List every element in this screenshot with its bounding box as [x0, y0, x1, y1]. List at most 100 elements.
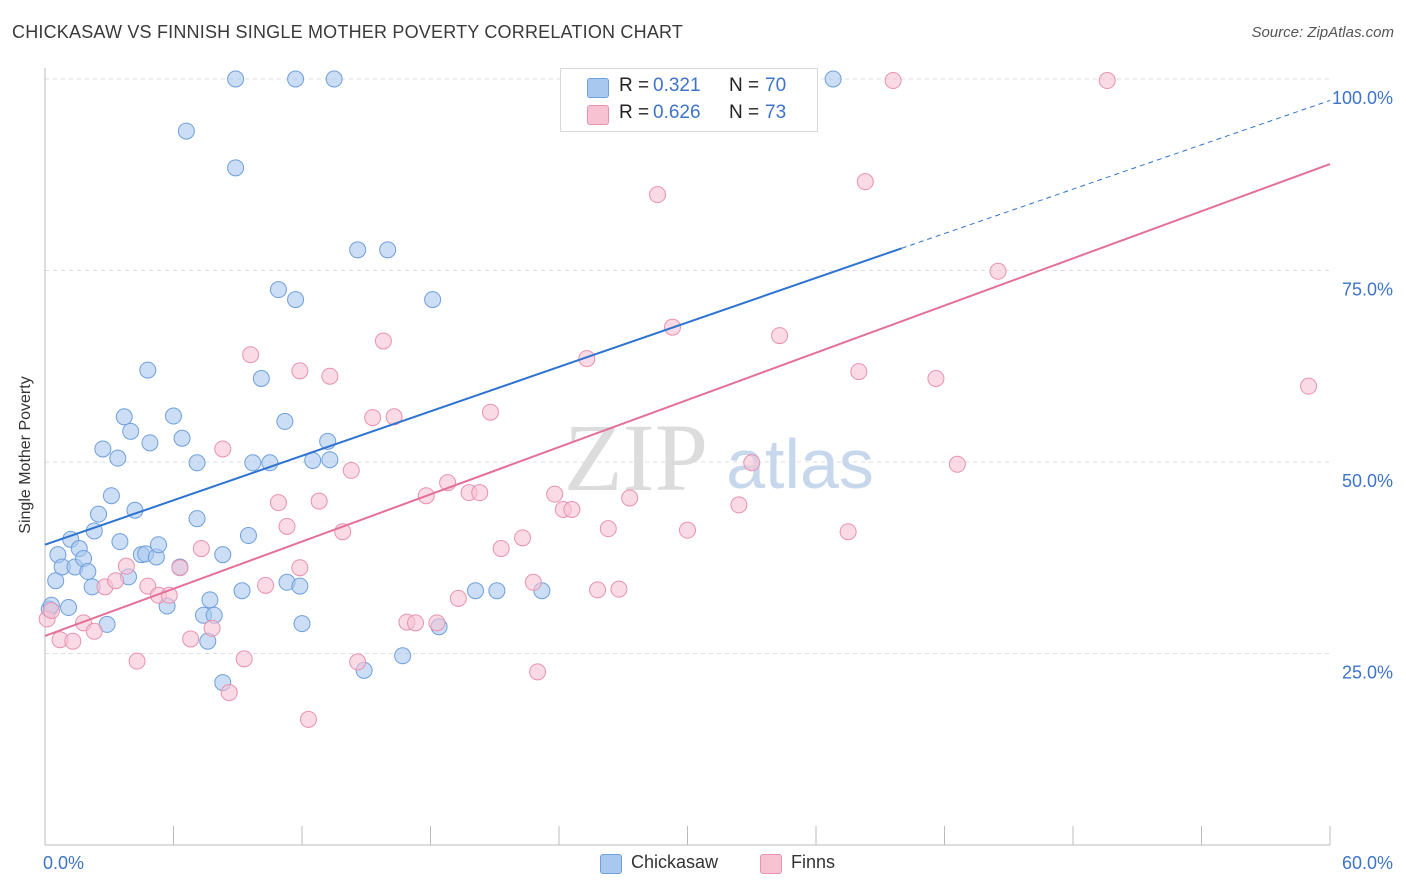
finns-point	[182, 630, 200, 648]
source-label: Source: ZipAtlas.com	[1251, 24, 1394, 41]
finns-point	[192, 540, 210, 558]
chickasaw-point	[165, 407, 182, 425]
finns-point	[1300, 377, 1318, 395]
finns-point	[321, 367, 339, 385]
x-tick-label: 60.0%	[1342, 853, 1393, 873]
finns-point	[85, 622, 103, 640]
chickasaw-point	[488, 582, 506, 600]
chickasaw-point	[325, 70, 343, 88]
chart-title: CHICKASAW VS FINNISH SINGLE MOTHER POVER…	[12, 22, 684, 42]
chickasaw-point	[141, 434, 159, 452]
r-value: 0.626	[653, 102, 701, 123]
chickasaw-point	[122, 422, 140, 440]
finns-point	[203, 619, 221, 637]
finns-point	[220, 684, 238, 702]
finns-point	[471, 484, 489, 502]
finns-point	[599, 520, 617, 538]
n-label: N =	[729, 102, 760, 123]
finns-point	[242, 346, 260, 364]
chickasaw-point	[214, 546, 232, 564]
chickasaw-point	[261, 454, 279, 472]
finns-point	[269, 494, 287, 512]
chickasaw-point	[239, 527, 257, 545]
finns-point	[884, 72, 902, 90]
chickasaw-point	[115, 408, 133, 426]
chickasaw-point	[188, 510, 206, 528]
chickasaw-point	[60, 599, 78, 617]
finns-point	[927, 370, 945, 388]
chickasaw-point	[109, 449, 127, 467]
y-tick-label: 50.0%	[1342, 471, 1393, 491]
finns-point	[514, 529, 532, 547]
chickasaw-point	[349, 241, 367, 259]
chickasaw-point	[252, 370, 270, 388]
finns-point	[214, 440, 232, 458]
chickasaw-swatch	[600, 854, 622, 874]
chickasaw-point	[79, 563, 97, 581]
chickasaw-point	[47, 572, 65, 590]
finns-point	[649, 186, 667, 204]
y-tick-label: 25.0%	[1342, 663, 1393, 683]
y-tick-label: 75.0%	[1342, 280, 1393, 300]
finns-point	[278, 517, 296, 535]
data-points	[38, 70, 1318, 728]
chickasaw-point	[150, 536, 168, 554]
chickasaw-point	[90, 505, 108, 523]
chickasaw-point	[94, 440, 112, 458]
chickasaw-point	[244, 454, 262, 472]
chickasaw-point	[201, 591, 219, 609]
finns-point	[839, 523, 857, 541]
finns-point	[364, 409, 382, 427]
chickasaw-point	[466, 582, 484, 600]
r-label: R =	[619, 102, 650, 123]
finns-point	[235, 650, 253, 668]
finns-point	[171, 559, 189, 577]
finns-point	[407, 614, 425, 632]
chickasaw-point	[269, 281, 287, 299]
finns-point	[524, 573, 542, 591]
finns-point	[349, 653, 367, 671]
finns-point	[578, 350, 596, 368]
y-tick-label: 100.0%	[1332, 88, 1393, 108]
finns-point	[621, 489, 639, 507]
chickasaw-point	[233, 582, 251, 600]
x-tick-label: 0.0%	[43, 853, 84, 873]
finns-point	[481, 403, 499, 421]
chickasaw-swatch	[587, 78, 609, 98]
finns-point	[589, 581, 607, 599]
legend-label: Chickasaw	[631, 852, 719, 872]
chickasaw-point	[227, 70, 245, 88]
finns-point	[563, 500, 581, 518]
finns-point	[42, 602, 60, 620]
chickasaw-point	[227, 159, 245, 177]
chickasaw-point	[173, 429, 191, 447]
chickasaw-point	[291, 577, 309, 595]
finns-point	[64, 632, 82, 650]
axes	[44, 68, 1331, 846]
finns-point	[546, 485, 564, 503]
chickasaw-trend-line	[44, 247, 902, 546]
n-value: 73	[765, 102, 787, 123]
chickasaw-point	[139, 361, 157, 379]
finns-point	[449, 589, 467, 607]
chickasaw-point	[276, 412, 294, 430]
finns-point	[1098, 72, 1116, 90]
finns-point	[948, 455, 966, 473]
chickasaw-point	[394, 647, 412, 665]
tick-labels: 25.0% 50.0% 75.0% 100.0% 0.0% 60.0%	[43, 88, 1393, 873]
chickasaw-point	[188, 454, 206, 472]
finns-point	[310, 492, 328, 510]
finns-point	[117, 557, 135, 575]
finns-point	[128, 652, 146, 670]
finns-point	[291, 559, 309, 577]
finns-swatch	[760, 854, 782, 874]
finns-trend-line	[44, 163, 1331, 637]
finns-point	[730, 496, 748, 514]
finns-point	[856, 173, 874, 191]
finns-point	[257, 576, 275, 594]
n-label: N =	[729, 75, 760, 96]
legend-label: Finns	[791, 852, 836, 872]
finns-point	[492, 540, 510, 558]
finns-point	[743, 454, 761, 472]
